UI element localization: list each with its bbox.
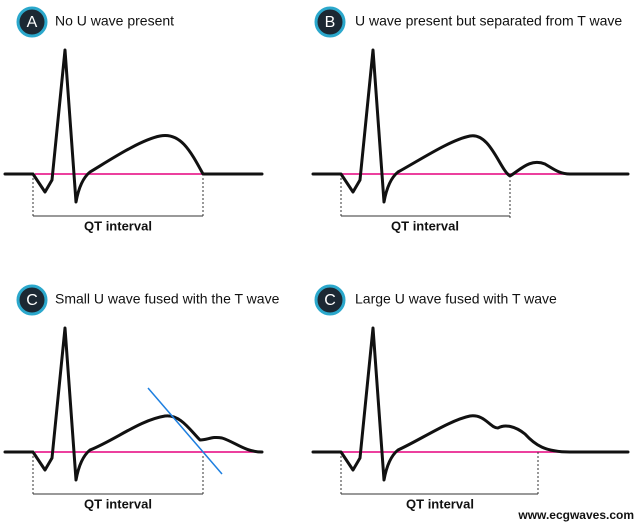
ecg-trace <box>3 326 264 482</box>
badge-letter: A <box>27 14 38 31</box>
panel-c-large: C Large U wave fused with T wave QT inte… <box>311 284 630 511</box>
badge-letter: B <box>325 14 336 31</box>
badge <box>314 284 346 316</box>
panel-a: A No U wave present QT interval <box>3 6 264 233</box>
qt-label: QT interval <box>84 218 152 233</box>
qt-label: QT interval <box>391 218 459 233</box>
qt-label: QT interval <box>406 496 474 511</box>
badge-letter: C <box>26 292 38 309</box>
qt-label: QT interval <box>84 496 152 511</box>
badge-letter: C <box>324 292 336 309</box>
tangent-line <box>147 387 223 475</box>
panel-title: U wave present but separated from T wave <box>355 13 622 29</box>
watermark: www.ecgwaves.com <box>517 508 634 522</box>
ecg-trace <box>311 48 630 204</box>
badge <box>314 6 346 38</box>
ecg-trace <box>3 48 264 204</box>
badge <box>16 284 48 316</box>
panel-title: Large U wave fused with T wave <box>355 291 557 307</box>
panel-title: Small U wave fused with the T wave <box>55 291 280 307</box>
panel-c-small: C Small U wave fused with the T wave QT … <box>3 284 280 511</box>
panel-title: No U wave present <box>55 13 174 29</box>
panel-b: B U wave present but separated from T wa… <box>311 6 630 233</box>
ecg-trace <box>311 326 630 482</box>
badge <box>16 6 48 38</box>
